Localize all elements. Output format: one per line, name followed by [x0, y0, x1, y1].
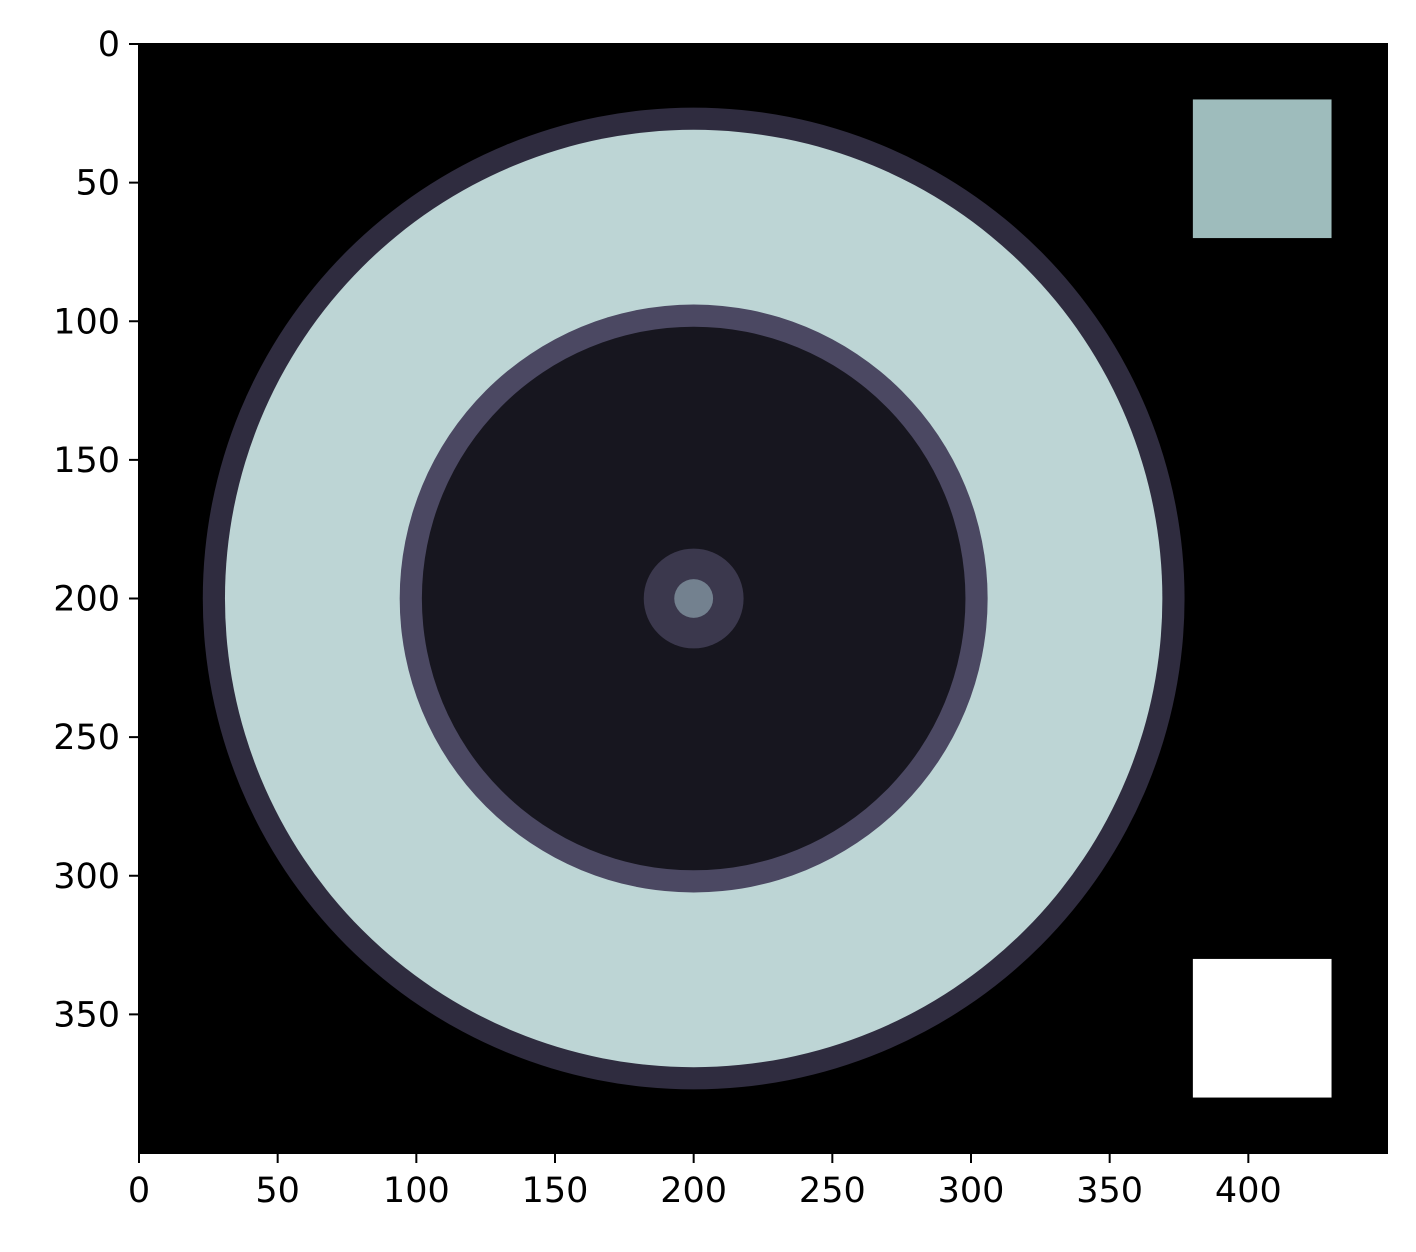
x-tick-label: 250	[799, 1171, 866, 1211]
y-tick-label: 0	[98, 25, 120, 65]
x-axis: 0 50 100 150 200 250 300 350 400	[128, 1153, 1282, 1211]
y-tick-label: 150	[53, 441, 120, 481]
plot-area	[138, 43, 1388, 1154]
y-tick-label: 300	[53, 857, 120, 897]
x-tick-label: 300	[938, 1171, 1005, 1211]
x-tick-label: 50	[255, 1171, 300, 1211]
y-axis: 0 50 100 150 200 250 300 350	[53, 25, 139, 1035]
y-tick-label: 350	[53, 995, 120, 1035]
x-tick-label: 0	[128, 1171, 150, 1211]
x-tick-label: 400	[1215, 1171, 1282, 1211]
x-tick-label: 350	[1076, 1171, 1143, 1211]
x-tick-label: 100	[383, 1171, 450, 1211]
center-dot	[674, 579, 714, 618]
y-tick-label: 100	[53, 302, 120, 342]
x-tick-label: 200	[660, 1171, 727, 1211]
y-tick-label: 50	[75, 164, 120, 204]
y-tick-label: 250	[53, 718, 120, 758]
bottom-right-square	[1192, 958, 1332, 1098]
top-right-square	[1192, 99, 1332, 239]
x-tick-label: 150	[522, 1171, 589, 1211]
y-tick-label: 200	[53, 580, 120, 620]
